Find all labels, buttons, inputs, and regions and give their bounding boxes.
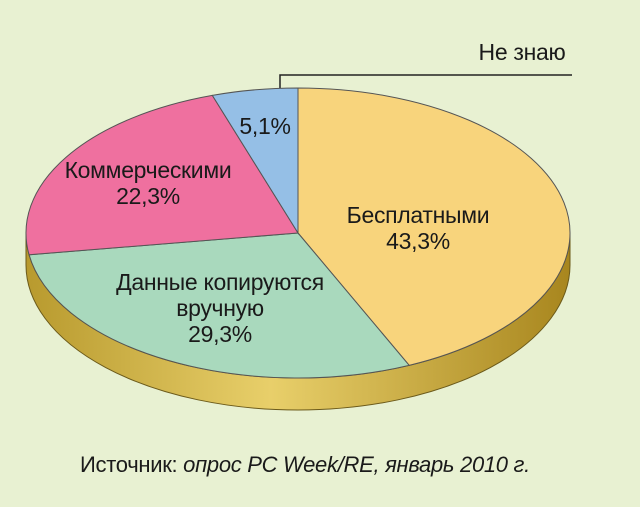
value-label: 22,3% [116,183,180,209]
value-label: 5,1% [239,113,291,139]
category-label: Данные копируются вручную [116,269,324,321]
source-text: опрос PC Week/RE, январь 2010 г. [183,452,530,477]
source: Источник: опрос PC Week/RE, январь 2010 … [80,452,530,478]
value-label: 29,3% [188,321,252,347]
pie-slice [297,87,571,366]
category-label: Коммерческими [64,157,232,183]
slice-label: Бесплатными 43,3% [347,202,490,254]
category-label: Бесплатными [346,202,490,228]
slice-label: Данные копируются вручную 29,3% [70,269,370,347]
pie-slice [25,94,299,256]
category-label: Не знаю [478,39,566,65]
slice-label: Не знаю [479,39,566,65]
value-label: 43,3% [386,228,450,254]
slice-label: Коммерческими 22,3% [65,157,232,209]
slice-label: 5,1% [239,113,291,139]
pie-slice [28,232,411,379]
source-prefix: Источник: [80,452,178,477]
pie-slice [211,87,299,235]
